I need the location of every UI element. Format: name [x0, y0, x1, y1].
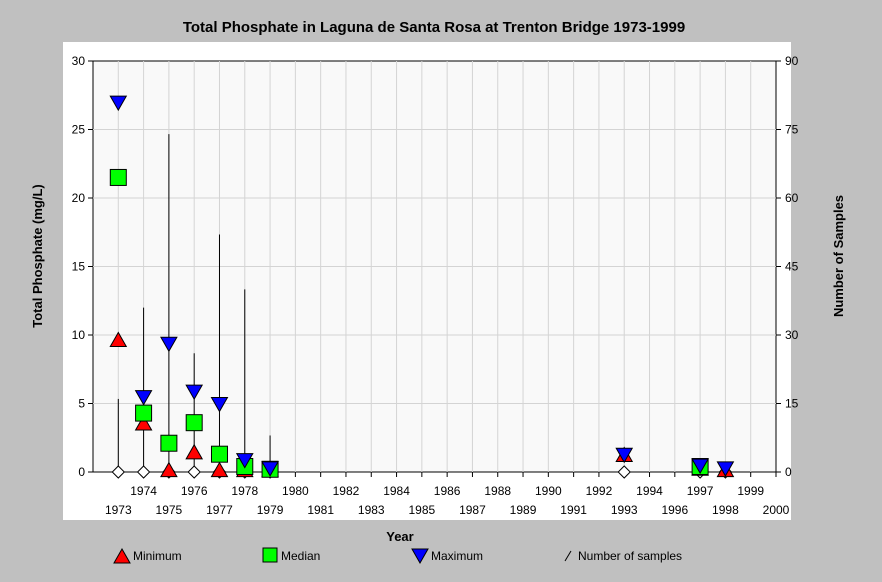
x-tick-label-lower: 1977 [206, 503, 233, 517]
y-axis-right: 0 15 30 45 60 75 90 [776, 54, 799, 479]
x-tick-label-lower: 1996 [661, 503, 688, 517]
median-marker [210, 445, 228, 463]
y-tick-label: 20 [72, 191, 86, 205]
legend-median-label: Median [281, 549, 320, 563]
median-marker [160, 434, 178, 452]
x-tick-label-upper: 1988 [484, 484, 511, 498]
x-tick-label-upper: 1997 [687, 484, 714, 498]
legend-maximum-label: Maximum [431, 549, 483, 563]
maximum-marker [716, 461, 735, 477]
y2-axis-title: Number of Samples [831, 195, 846, 317]
y-tick-label: 25 [72, 123, 86, 137]
y-axis-title: Total Phosphate (mg/L) [30, 184, 45, 327]
legend-samples-label: Number of samples [578, 549, 682, 563]
sample-count-diamond [187, 465, 201, 479]
y-tick-label: 5 [78, 397, 85, 411]
y2-tick-label: 60 [785, 191, 799, 205]
x-tick-label-lower: 1975 [156, 503, 183, 517]
x-tick-label-upper: 1976 [181, 484, 208, 498]
legend: Minimum Median Maximum Number of samples [113, 547, 682, 565]
y-tick-label: 15 [72, 260, 86, 274]
legend-minimum-marker [113, 547, 131, 564]
y-tick-label: 10 [72, 328, 86, 342]
y2-tick-label: 0 [785, 465, 792, 479]
y2-tick-label: 45 [785, 260, 799, 274]
x-tick-label-lower: 1985 [409, 503, 436, 517]
legend-minimum-label: Minimum [133, 549, 182, 563]
maximum-marker [109, 95, 128, 112]
x-tick-label-upper: 1978 [231, 484, 258, 498]
x-tick-label-upper: 1992 [586, 484, 613, 498]
x-tick-label-upper: 1990 [535, 484, 562, 498]
x-tick-label-lower: 1993 [611, 503, 638, 517]
sample-count-diamond [111, 465, 126, 479]
y2-tick-label: 75 [785, 123, 799, 137]
x-tick-label-upper: 1999 [737, 484, 764, 498]
x-tick-label-upper: 1974 [130, 484, 157, 498]
minimum-marker [160, 461, 178, 478]
sample-count-diamond [136, 465, 151, 479]
median-marker [135, 404, 153, 422]
maximum-marker [185, 384, 204, 401]
legend-samples-marker [564, 550, 572, 562]
x-tick-label-upper: 1980 [282, 484, 309, 498]
x-tick-label-upper: 1984 [383, 484, 410, 498]
x-tick-label-lower: 1979 [257, 503, 284, 517]
maximum-marker [691, 458, 709, 475]
x-tick-label-lower: 1983 [358, 503, 385, 517]
legend-maximum-marker [411, 548, 429, 565]
y-tick-label: 30 [72, 54, 86, 68]
x-axis: 1974 1976 1978 1980 1982 1984 1986 1988 1990 1992… [105, 472, 790, 517]
maximum-marker [134, 390, 153, 406]
x-tick-label-upper: 1986 [434, 484, 461, 498]
maximum-marker [235, 453, 254, 469]
y-axis-left: 0 5 10 15 20 25 30 [72, 54, 93, 479]
y2-tick-label: 15 [785, 397, 799, 411]
minimum-marker [210, 461, 229, 478]
maximum-marker [615, 447, 634, 464]
minimum-marker [109, 331, 128, 347]
x-tick-label-lower: 1987 [459, 503, 486, 517]
median-marker [109, 168, 127, 186]
x-tick-label-lower: 2000 [763, 503, 790, 517]
x-tick-label-lower: 1989 [510, 503, 537, 517]
median-marker [185, 414, 203, 432]
chart-title: Total Phosphate in Laguna de Santa Rosa … [183, 19, 685, 36]
minimum-marker [134, 415, 153, 431]
maximum-marker [210, 397, 229, 413]
x-tick-label-lower: 1991 [560, 503, 587, 517]
x-tick-label-upper: 1982 [333, 484, 360, 498]
chart-marks [109, 95, 735, 479]
maximum-marker [261, 461, 279, 477]
legend-median-marker [262, 547, 278, 563]
x-tick-label-lower: 1998 [712, 503, 739, 517]
maximum-marker [160, 336, 178, 353]
x-tick-label-lower: 1981 [307, 503, 334, 517]
y2-tick-label: 30 [785, 328, 799, 342]
y-tick-label: 0 [78, 465, 85, 479]
x-axis-title: Year [386, 529, 413, 544]
x-tick-label-upper: 1994 [636, 484, 663, 498]
minimum-marker [185, 443, 204, 460]
y2-tick-label: 90 [785, 54, 799, 68]
sample-count-diamond [617, 465, 631, 479]
x-tick-label-lower: 1973 [105, 503, 132, 517]
